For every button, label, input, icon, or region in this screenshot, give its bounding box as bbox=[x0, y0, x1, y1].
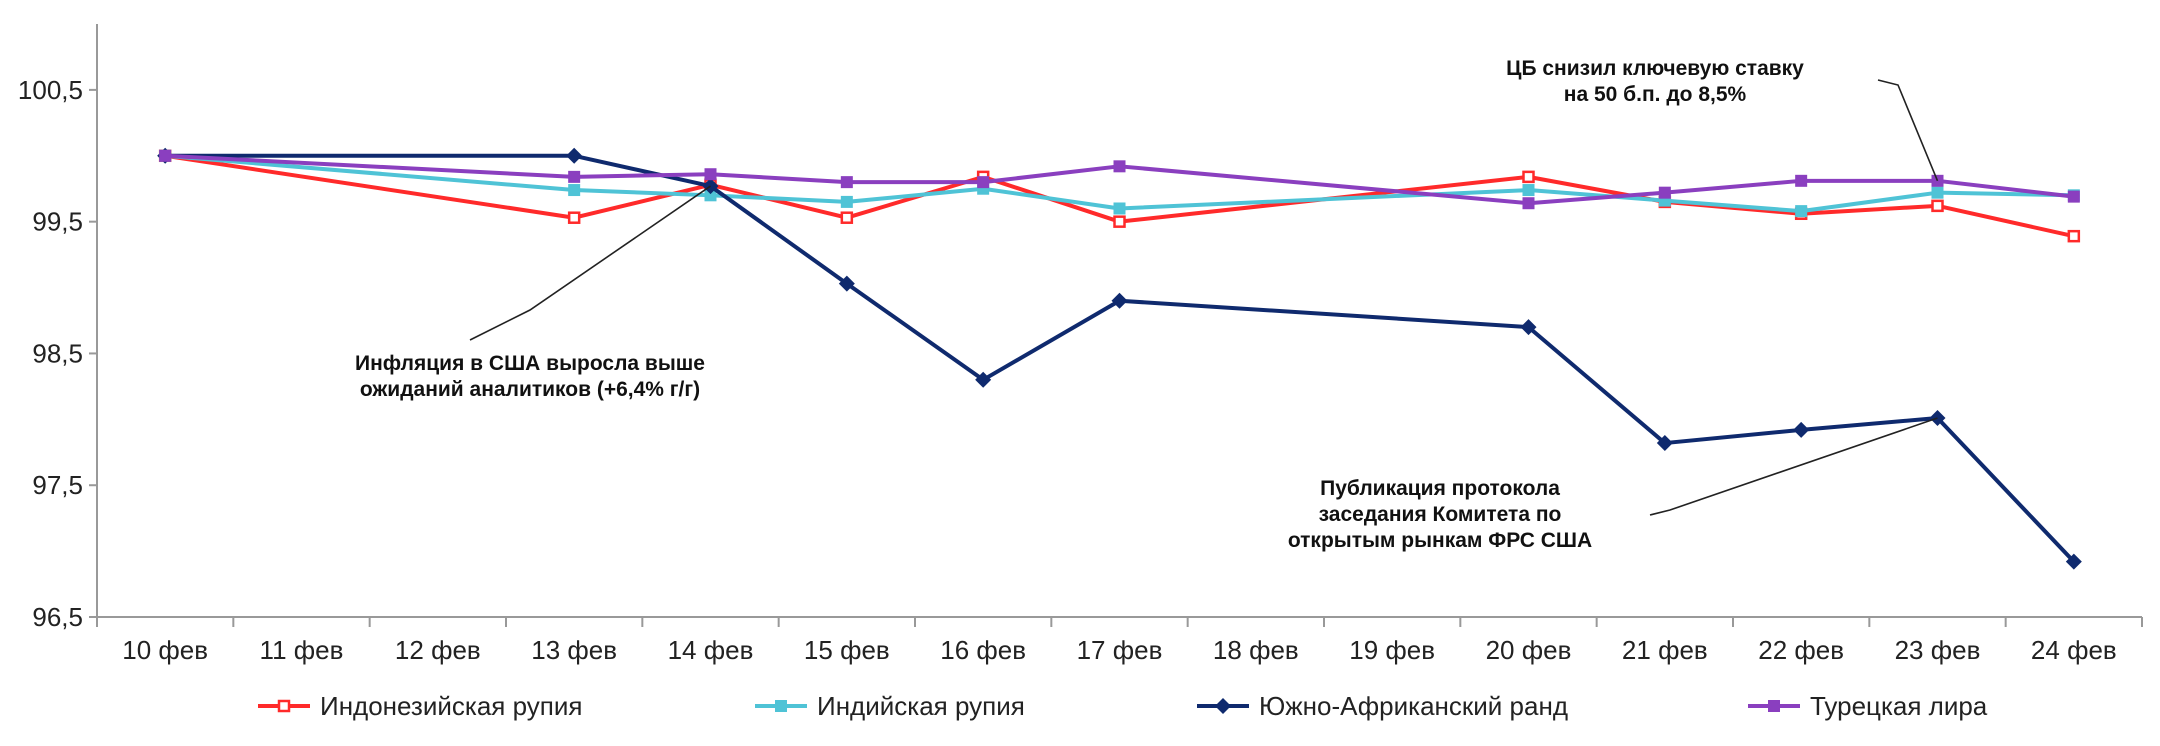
y-tick-label: 96,5 bbox=[32, 602, 83, 632]
annotation-2: Публикация протокола заседания Комитета п… bbox=[1288, 417, 1938, 552]
series-layer bbox=[157, 147, 2082, 570]
legend: Индонезийская рупия Индийская рупия Южно-А… bbox=[258, 691, 1988, 721]
x-tick-label: 10 фев bbox=[122, 635, 208, 665]
annotation-leader bbox=[1649, 417, 1938, 516]
data-point bbox=[840, 195, 853, 208]
legend-marker bbox=[775, 700, 787, 712]
y-tick-label: 97,5 bbox=[32, 470, 83, 500]
annotation-text: Инфляция в США выросла выше bbox=[355, 352, 705, 375]
x-tick-label: 23 фев bbox=[1895, 635, 1981, 665]
annotation-layer: ЦБ снизил ключевую ставку на 50 б.п. до 8… bbox=[355, 57, 1939, 552]
axes: 96,5 97,5 98,5 99,5 100,5 10 фев 11 фев 12 фев 1… bbox=[18, 24, 2143, 665]
annotation-text: на 50 б.п. до 8,5% bbox=[1564, 83, 1747, 106]
data-point bbox=[977, 176, 990, 189]
annotation-text: заседания Комитета по bbox=[1319, 503, 1562, 526]
legend-label: Индийская рупия bbox=[817, 691, 1025, 721]
data-point bbox=[566, 147, 583, 164]
data-point bbox=[1113, 160, 1126, 173]
annotation-leader bbox=[469, 185, 711, 341]
x-tick-label: 24 фев bbox=[2031, 635, 2117, 665]
data-point bbox=[1656, 435, 1673, 452]
legend-marker bbox=[1215, 698, 1231, 714]
x-tick-label: 14 фев bbox=[668, 635, 754, 665]
data-point bbox=[1658, 186, 1671, 199]
data-point bbox=[1522, 197, 1535, 210]
annotation-text: ЦБ снизил ключевую ставку bbox=[1506, 57, 1804, 80]
data-point bbox=[1522, 170, 1535, 184]
data-point bbox=[838, 275, 855, 292]
x-tick-label: 22 фев bbox=[1758, 635, 1844, 665]
data-point bbox=[1931, 186, 1944, 199]
x-tick-label: 21 фев bbox=[1622, 635, 1708, 665]
data-point bbox=[1113, 215, 1126, 228]
data-point bbox=[159, 149, 172, 162]
annotation-0: ЦБ снизил ключевую ставку на 50 б.п. до 8… bbox=[1506, 57, 1939, 182]
y-tick-label: 100,5 bbox=[18, 75, 83, 105]
x-tick-label: 16 фев bbox=[940, 635, 1026, 665]
x-tick-label: 13 фев bbox=[531, 635, 617, 665]
y-tick-label: 99,5 bbox=[32, 207, 83, 237]
data-point bbox=[1522, 184, 1535, 197]
data-point bbox=[1520, 319, 1537, 336]
data-point bbox=[1111, 292, 1128, 309]
data-point bbox=[704, 189, 717, 202]
legend-item-2: Южно-Африканский ранд bbox=[1197, 691, 1568, 721]
data-point bbox=[975, 371, 992, 388]
data-point bbox=[568, 170, 581, 183]
legend-marker bbox=[1768, 700, 1780, 712]
data-point bbox=[840, 176, 853, 189]
data-point bbox=[2065, 553, 2082, 570]
legend-label: Южно-Африканский ранд bbox=[1259, 691, 1568, 721]
data-point bbox=[2067, 229, 2081, 243]
annotation-1: Инфляция в США выросла выше ожиданий анал… bbox=[355, 185, 711, 401]
annotation-text: Публикация протокола bbox=[1320, 477, 1560, 500]
x-tick-label: 17 фев bbox=[1077, 635, 1163, 665]
annotation-text: ожиданий аналитиков (+6,4% г/г) bbox=[360, 378, 700, 401]
legend-marker bbox=[277, 699, 291, 713]
data-point bbox=[1793, 421, 1810, 438]
legend-item-3: Турецкая лира bbox=[1748, 691, 1988, 721]
legend-label: Турецкая лира bbox=[1810, 691, 1988, 721]
series-3 bbox=[159, 149, 2080, 210]
x-tick-label: 12 фев bbox=[395, 635, 481, 665]
legend-item-0: Индонезийская рупия bbox=[258, 691, 582, 721]
data-point bbox=[1113, 202, 1126, 215]
x-tick-label: 19 фев bbox=[1349, 635, 1435, 665]
x-tick-label: 20 фев bbox=[1486, 635, 1572, 665]
data-point bbox=[1931, 199, 1944, 213]
x-tick-label: 18 фев bbox=[1213, 635, 1299, 665]
x-tick-label: 11 фев bbox=[260, 635, 344, 665]
data-point bbox=[704, 168, 717, 181]
data-point bbox=[567, 211, 581, 224]
annotation-leader bbox=[1877, 79, 1939, 182]
annotation-text: открытым рынкам ФРС США bbox=[1288, 529, 1592, 552]
data-point bbox=[840, 211, 854, 224]
data-point bbox=[2067, 190, 2080, 203]
data-point bbox=[568, 184, 581, 197]
legend-item-1: Индийская рупия bbox=[755, 691, 1025, 721]
legend-label: Индонезийская рупия bbox=[320, 691, 582, 721]
x-tick-label: 15 фев bbox=[804, 635, 890, 665]
data-point bbox=[1795, 205, 1808, 218]
y-tick-label: 98,5 bbox=[32, 338, 83, 368]
data-point bbox=[1795, 174, 1808, 187]
